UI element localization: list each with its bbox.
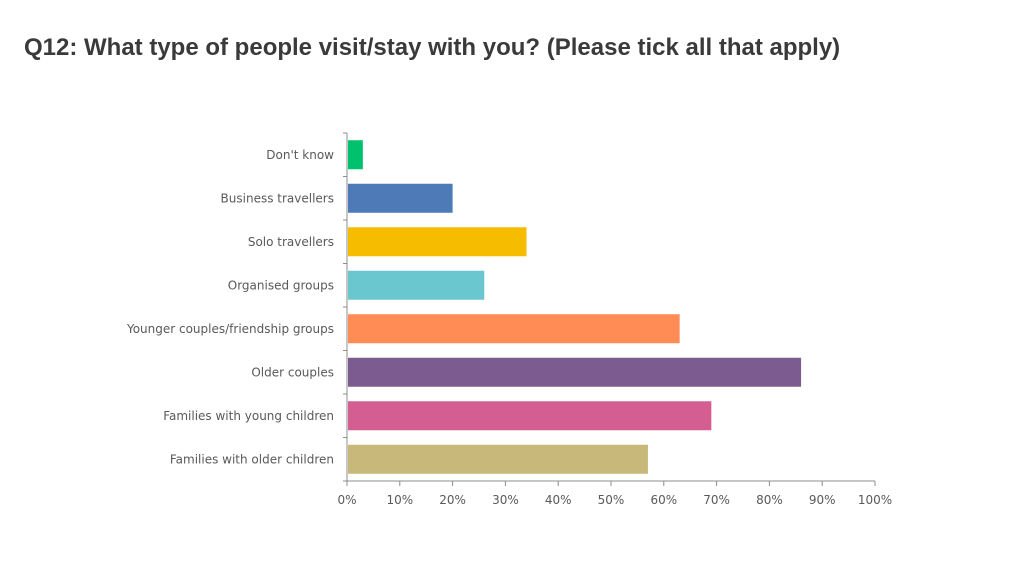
bar-7 xyxy=(348,444,648,474)
x-tick-label: 10% xyxy=(386,493,413,507)
x-tick-label: 70% xyxy=(703,493,730,507)
category-label: Organised groups xyxy=(228,278,334,292)
bar-3 xyxy=(348,270,485,300)
category-label: Don't know xyxy=(266,148,334,162)
x-tick-label: 100% xyxy=(858,493,892,507)
x-tick-label: 40% xyxy=(545,493,572,507)
bar-6 xyxy=(348,401,712,431)
category-label: Families with young children xyxy=(163,409,334,423)
category-label: Solo travellers xyxy=(248,235,334,249)
x-tick-label: 60% xyxy=(650,493,677,507)
category-label: Younger couples/friendship groups xyxy=(126,322,334,336)
x-tick-label: 20% xyxy=(439,493,466,507)
x-tick-label: 0% xyxy=(337,493,356,507)
bar-2 xyxy=(348,227,527,257)
category-label: Families with older children xyxy=(170,452,334,466)
x-tick-label: 50% xyxy=(598,493,625,507)
bar-4 xyxy=(348,314,680,344)
x-tick-label: 80% xyxy=(756,493,783,507)
bar-5 xyxy=(348,357,802,387)
x-tick-label: 90% xyxy=(809,493,836,507)
x-tick-label: 30% xyxy=(492,493,519,507)
category-label: Older couples xyxy=(251,365,334,379)
bar-0 xyxy=(348,140,363,170)
bar-1 xyxy=(348,183,453,213)
category-label: Business travellers xyxy=(221,191,334,205)
page-title: Q12: What type of people visit/stay with… xyxy=(24,34,841,61)
